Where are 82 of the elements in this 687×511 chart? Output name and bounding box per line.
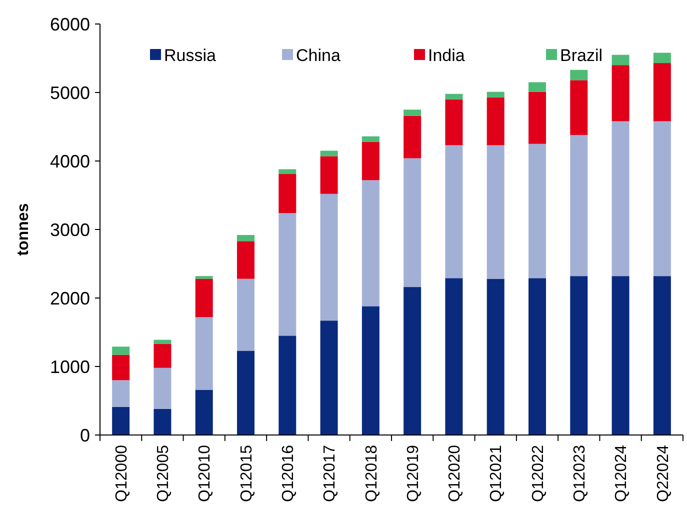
bar bbox=[528, 278, 546, 435]
bar bbox=[154, 340, 172, 344]
bar bbox=[320, 156, 338, 194]
bar bbox=[154, 344, 172, 368]
x-tick-label: Q22024 bbox=[654, 444, 672, 502]
bar bbox=[653, 63, 671, 122]
x-tick-label: Q12015 bbox=[238, 444, 256, 502]
bar bbox=[445, 94, 463, 100]
bar bbox=[320, 194, 338, 321]
y-axis-title: tonnes bbox=[15, 203, 32, 256]
bar bbox=[112, 380, 130, 407]
x-tick-label: Q12010 bbox=[196, 444, 214, 502]
bar bbox=[486, 145, 504, 279]
bar bbox=[278, 213, 296, 336]
bar bbox=[195, 278, 213, 318]
bar bbox=[612, 276, 630, 435]
bar bbox=[237, 234, 254, 242]
bar bbox=[404, 116, 422, 158]
bar bbox=[278, 174, 296, 214]
bar bbox=[528, 92, 546, 144]
bar bbox=[653, 52, 671, 64]
bar bbox=[362, 142, 380, 180]
bar bbox=[612, 54, 630, 66]
bar bbox=[154, 368, 172, 409]
x-tick-label: Q12019 bbox=[404, 444, 422, 502]
bar bbox=[486, 278, 504, 435]
bar bbox=[528, 144, 546, 278]
bar bbox=[570, 276, 588, 435]
y-tick-label: 6000 bbox=[50, 14, 90, 34]
bar bbox=[570, 70, 588, 80]
bar bbox=[404, 158, 422, 288]
bar bbox=[612, 65, 630, 122]
legend-label: Russia bbox=[164, 46, 217, 65]
x-tick-label: Q12005 bbox=[155, 444, 172, 502]
bar bbox=[570, 134, 588, 276]
x-tick-label: Q12017 bbox=[322, 444, 339, 502]
y-tick-label: 5000 bbox=[50, 82, 90, 103]
bar bbox=[445, 278, 463, 435]
bar bbox=[362, 180, 380, 306]
bar bbox=[445, 145, 463, 278]
y-tick-label: 2000 bbox=[50, 288, 90, 308]
bar bbox=[237, 350, 254, 435]
y-tick-label: 3000 bbox=[50, 220, 90, 240]
bar bbox=[195, 390, 213, 435]
bar bbox=[528, 82, 546, 92]
bar bbox=[112, 406, 130, 435]
bar bbox=[320, 320, 338, 435]
bar bbox=[362, 306, 380, 435]
bar bbox=[154, 408, 172, 435]
x-tick-label: Q12024 bbox=[613, 444, 630, 502]
x-tick-label: Q12021 bbox=[488, 444, 506, 502]
x-tick-label: Q12018 bbox=[363, 444, 380, 502]
x-tick-label: Q12023 bbox=[571, 444, 588, 502]
bar bbox=[445, 99, 463, 146]
bar bbox=[486, 97, 504, 146]
bar bbox=[112, 346, 130, 355]
x-tick-label: Q12020 bbox=[446, 444, 464, 502]
bar bbox=[320, 150, 338, 156]
x-tick-label: Q12022 bbox=[530, 444, 547, 502]
y-tick-label: 1000 bbox=[50, 356, 90, 377]
bar bbox=[612, 121, 630, 276]
bar bbox=[195, 317, 213, 390]
bar bbox=[112, 354, 130, 380]
bar bbox=[237, 241, 254, 279]
bar bbox=[486, 92, 504, 98]
y-tick-label: 4000 bbox=[50, 151, 90, 172]
bar bbox=[570, 80, 588, 135]
y-tick-label: 0 bbox=[80, 425, 90, 446]
bar bbox=[278, 169, 296, 174]
bar bbox=[404, 287, 422, 435]
x-tick-label: Q12016 bbox=[280, 444, 297, 502]
x-tick-label: Q12000 bbox=[113, 444, 130, 502]
bar bbox=[404, 110, 422, 116]
bar bbox=[653, 276, 671, 435]
legend-label: China bbox=[296, 46, 341, 65]
bar bbox=[237, 278, 254, 351]
bar bbox=[278, 336, 296, 435]
legend-label: India bbox=[428, 46, 466, 65]
bar bbox=[195, 276, 213, 279]
legend-label: Brazil bbox=[560, 46, 603, 65]
bar bbox=[362, 136, 380, 142]
bar bbox=[653, 121, 671, 276]
